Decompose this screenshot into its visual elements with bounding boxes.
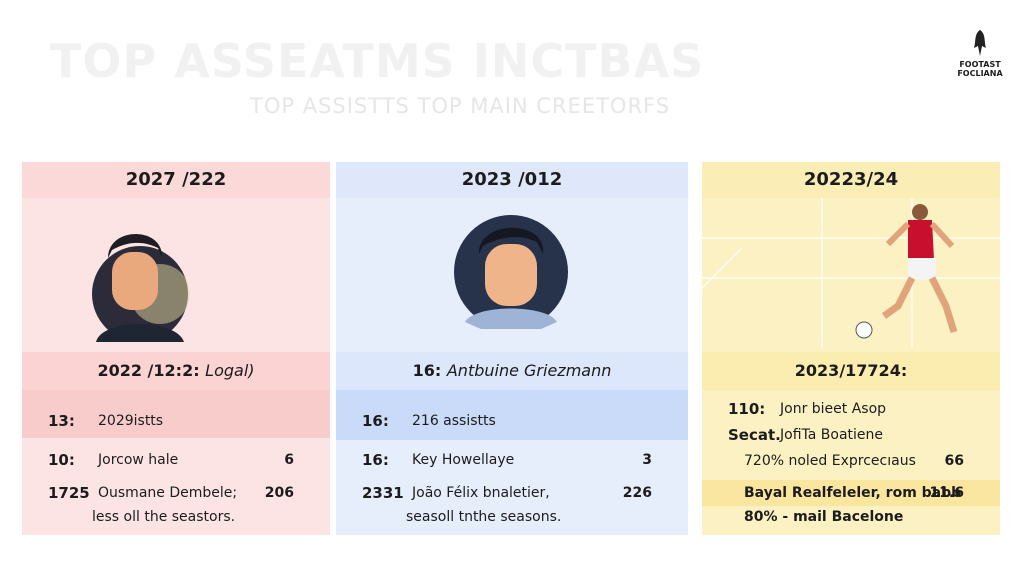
stat-label: Secat. xyxy=(728,426,781,444)
stat-row: 80% - mail Bacelone xyxy=(702,504,1000,530)
stat-row: 720% noled Exprcecıaus 66 xyxy=(702,448,1000,474)
subtitle: TOP ASSISTTS TOP MAIN CREETORFS xyxy=(250,94,671,118)
stat-row: Bayal Realfeleler, rom babb 11.6 xyxy=(702,480,1000,506)
stat-text: JofiTa Boatiene xyxy=(780,427,884,443)
stat-text: Bayal Realfeleler, rom babb xyxy=(744,485,962,501)
stat-row: less oll the seastors. xyxy=(22,504,330,530)
stat-label: 13: xyxy=(48,412,75,430)
stat-row: 13: 2029istts xyxy=(22,390,330,438)
stat-text: 720% noled Exprcecıaus xyxy=(744,453,916,469)
stat-label: 16: xyxy=(362,412,389,430)
stat-text: 2029istts xyxy=(98,413,164,429)
stat-text: 80% - mail Bacelone xyxy=(744,509,904,525)
caption-name: Logal) xyxy=(205,361,255,380)
stat-label: 16: xyxy=(362,451,389,469)
card-title: 20223/24 xyxy=(702,162,1000,198)
card-caption: 16: Antbuine Griezmann xyxy=(336,352,688,390)
stat-value: 226 xyxy=(622,485,652,501)
logo-text: FOOTAST xyxy=(959,60,1001,69)
stat-text: Jorcow hale xyxy=(98,452,179,468)
caption-name: Antbuine Griezmann xyxy=(446,361,612,380)
stat-value: 206 xyxy=(264,485,294,501)
stat-row: 16: Key Howellaye 3 xyxy=(336,447,688,473)
stat-value: 66 xyxy=(944,453,964,469)
stat-value: 11.6 xyxy=(929,485,964,501)
player-image xyxy=(702,198,1000,348)
stat-label: 1725 xyxy=(48,484,90,502)
stat-value: 6 xyxy=(284,452,294,468)
card-caption: 2022 /12:2: Logal) xyxy=(22,352,330,390)
title: TOP ASSEATMS INCTBAS xyxy=(50,34,705,88)
card-caption: 2023/17724: xyxy=(702,352,1000,390)
stat-text: seasoll tnthe seasons. xyxy=(406,509,562,525)
card-title: 2023 /012 xyxy=(336,162,688,198)
avatar xyxy=(92,234,190,342)
card-title: 2027 /222 xyxy=(22,162,330,198)
card: 2023 /012 16: Antbuine Griezmann 16: 216 … xyxy=(336,162,688,535)
stat-row: 1725 Ousmane Dembele; 206 xyxy=(22,480,330,506)
stat-value: 3 xyxy=(642,452,652,468)
stat-text: Jonr bieet Asop xyxy=(780,401,887,417)
stat-row: seasoll tnthe seasons. xyxy=(336,504,688,530)
stat-text: Key Howellaye xyxy=(412,452,515,468)
card: 20223/24 2023/17724: 110: Jonr bieet Asop… xyxy=(702,162,1000,535)
avatar xyxy=(454,215,568,329)
stat-row: 2331 João Félix bnaletier, 226 xyxy=(336,480,688,506)
stat-text: João Félix bnaletier, xyxy=(412,485,550,501)
stat-row: 16: 216 assistts xyxy=(336,390,688,440)
caption-lead: 16: xyxy=(412,361,442,380)
stat-text: Ousmane Dembele; xyxy=(98,485,238,501)
stat-label: 110: xyxy=(728,400,766,418)
stat-text: less oll the seastors. xyxy=(92,509,236,525)
stat-label: 10: xyxy=(48,451,75,469)
logo: FOOTAST FOCLIANA xyxy=(950,28,1010,78)
stat-row: 10: Jorcow hale 6 xyxy=(22,447,330,473)
logo-text: FOCLIANA xyxy=(957,69,1003,78)
logo-icon xyxy=(974,30,986,56)
caption-lead: 2022 /12:2: xyxy=(97,361,200,380)
caption-lead: 2023/17724: xyxy=(794,361,908,380)
stat-text: 216 assistts xyxy=(412,413,496,429)
card: 2027 /222 2022 /12:2: Logal) 13: 2029istt… xyxy=(22,162,330,535)
stat-label: 2331 xyxy=(362,484,404,502)
stat-row: 110: Jonr bieet Asop xyxy=(702,396,1000,422)
stat-row: Secat. JofiTa Boatiene xyxy=(702,422,1000,448)
